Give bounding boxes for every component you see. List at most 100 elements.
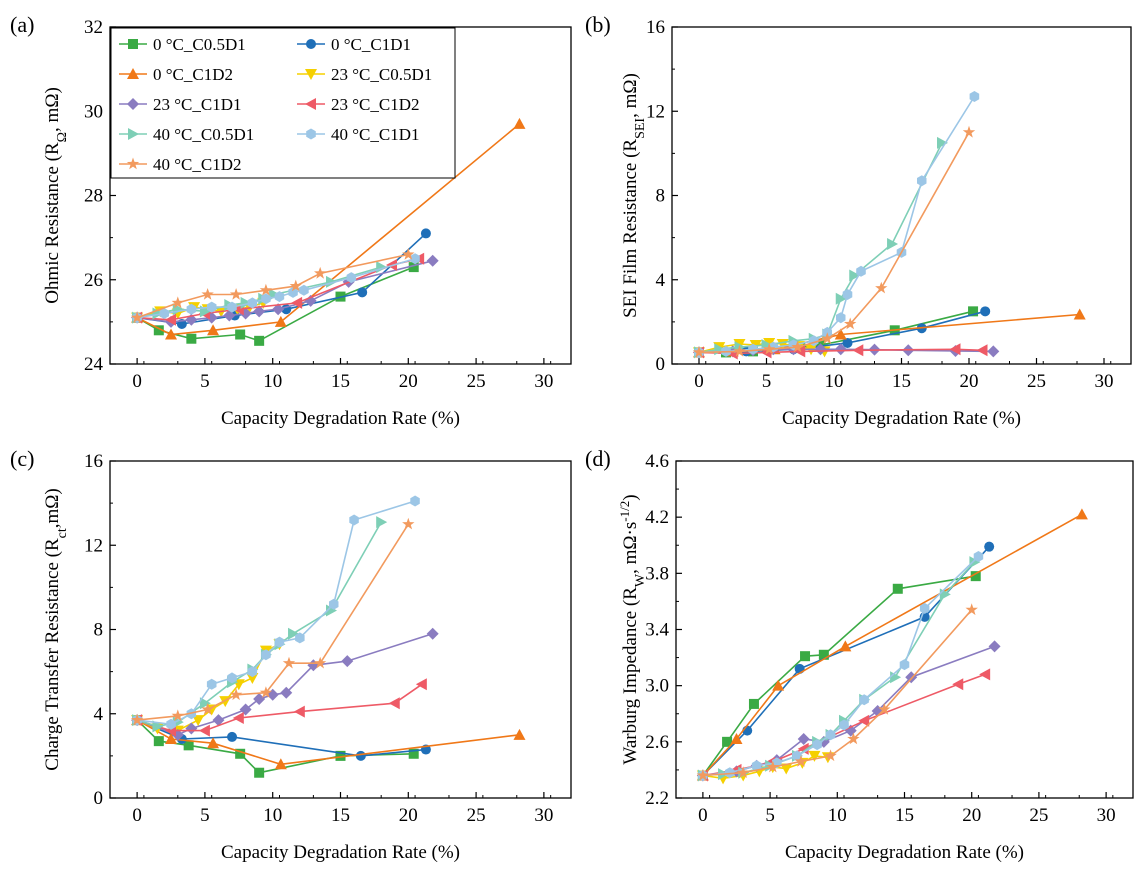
data-point (748, 698, 759, 709)
x-tick-label: 5 (200, 805, 210, 826)
data-point (229, 688, 243, 701)
series-line (702, 609, 973, 777)
data-point (408, 262, 419, 273)
data-point (969, 91, 980, 102)
y-tick-label: 12 (84, 535, 103, 556)
series-40C_C1D2 (130, 517, 415, 726)
x-tick-label: 25 (467, 805, 486, 826)
panel-d: (d) 0 5 10 15 20 25 30 2.2 2.6 3.0 3.4 3.8 4.2 4.6 Capa… (585, 446, 1134, 863)
panel-label: (c) (10, 446, 34, 471)
data-point (426, 254, 439, 267)
x-tick-label: 0 (132, 371, 142, 392)
data-point (329, 598, 339, 610)
legend-label: 23 °C_C1D2 (331, 95, 420, 114)
series-40C_C1D1 (132, 253, 420, 324)
data-point (988, 640, 1001, 653)
data-point (192, 715, 205, 727)
x-tick-label: 20 (399, 805, 418, 826)
y-tick-label: 0 (94, 788, 104, 809)
data-point (259, 686, 273, 698)
data-point (791, 340, 804, 353)
data-point (288, 286, 298, 298)
x-axis-title: Capacity Degradation Rate (%) (221, 408, 460, 429)
data-point (183, 740, 194, 751)
legend-label: 23 °C_C0.5D1 (331, 65, 432, 84)
data-point (206, 301, 217, 313)
data-point (899, 659, 910, 671)
data-point (1073, 308, 1086, 320)
data-point (274, 315, 287, 327)
series-40C_C1D1 (694, 91, 980, 358)
legend-marker (126, 157, 140, 170)
data-point (973, 551, 984, 562)
data-point (937, 136, 948, 149)
legend-marker (306, 128, 316, 140)
x-tick-label: 10 (828, 805, 847, 826)
x-axis-title: Capacity Degradation Rate (%) (785, 842, 1024, 863)
data-point (206, 678, 217, 690)
data-point (152, 720, 164, 733)
data-point (291, 296, 303, 309)
data-point (198, 724, 210, 737)
data-point (171, 709, 184, 722)
data-point (295, 632, 305, 644)
x-axis-title: Capacity Degradation Rate (%) (782, 408, 1021, 429)
data-point (223, 309, 236, 322)
x-tick-label: 30 (1097, 805, 1116, 826)
data-point (326, 604, 338, 617)
x-tick-label: 5 (765, 805, 775, 826)
x-tick-label: 25 (467, 371, 486, 392)
data-point (186, 303, 197, 315)
data-point (751, 760, 762, 772)
y-tick-label: 16 (84, 451, 103, 472)
y-tick-label: 8 (656, 186, 666, 207)
series-40C_C1D1 (132, 495, 420, 730)
y-tick-label: 0 (656, 354, 666, 375)
data-point (808, 750, 821, 762)
data-point (335, 750, 346, 761)
data-point (812, 739, 822, 751)
data-point (282, 656, 296, 669)
series-line (137, 523, 409, 721)
panel-label: (b) (585, 12, 611, 37)
data-point (513, 117, 526, 129)
data-point (968, 306, 979, 317)
data-point (232, 711, 244, 724)
data-point (229, 288, 243, 300)
x-tick-label: 30 (534, 371, 553, 392)
data-point (772, 679, 785, 691)
data-point (834, 328, 847, 340)
data-point (253, 305, 266, 318)
data-point (246, 672, 259, 684)
data-point (153, 736, 164, 747)
data-point (842, 289, 853, 300)
data-point (797, 742, 809, 755)
series-40C_C1D2 (692, 125, 976, 358)
y-tick-label: 24 (84, 354, 104, 375)
data-point (153, 325, 164, 336)
data-point (844, 317, 857, 330)
y-tick-label: 16 (646, 17, 665, 38)
series-23C_C1D2 (131, 678, 427, 737)
data-point (970, 571, 981, 582)
data-point (892, 583, 903, 594)
data-point (825, 729, 836, 741)
data-point (1075, 508, 1088, 520)
data-point (326, 275, 338, 288)
x-tick-label: 0 (698, 805, 708, 826)
y-tick-label: 30 (84, 101, 103, 122)
y-axis-title: Ohmic Resistance (RΩ, mΩ) (42, 87, 70, 304)
data-point (847, 732, 860, 745)
panel-b: (b) 0 5 10 15 20 25 30 0 4 8 12 16 Capacity Degradati… (585, 12, 1132, 429)
y-tick-label: 4.6 (645, 451, 669, 472)
data-point (692, 345, 706, 358)
series-line (698, 96, 976, 354)
x-tick-label: 0 (694, 371, 704, 392)
data-point (274, 758, 287, 770)
data-point (824, 749, 837, 762)
y-tick-label: 2.2 (645, 788, 669, 809)
series-line (702, 645, 995, 777)
data-point (919, 602, 930, 614)
panel-label: (d) (585, 446, 611, 471)
data-point (254, 335, 265, 346)
